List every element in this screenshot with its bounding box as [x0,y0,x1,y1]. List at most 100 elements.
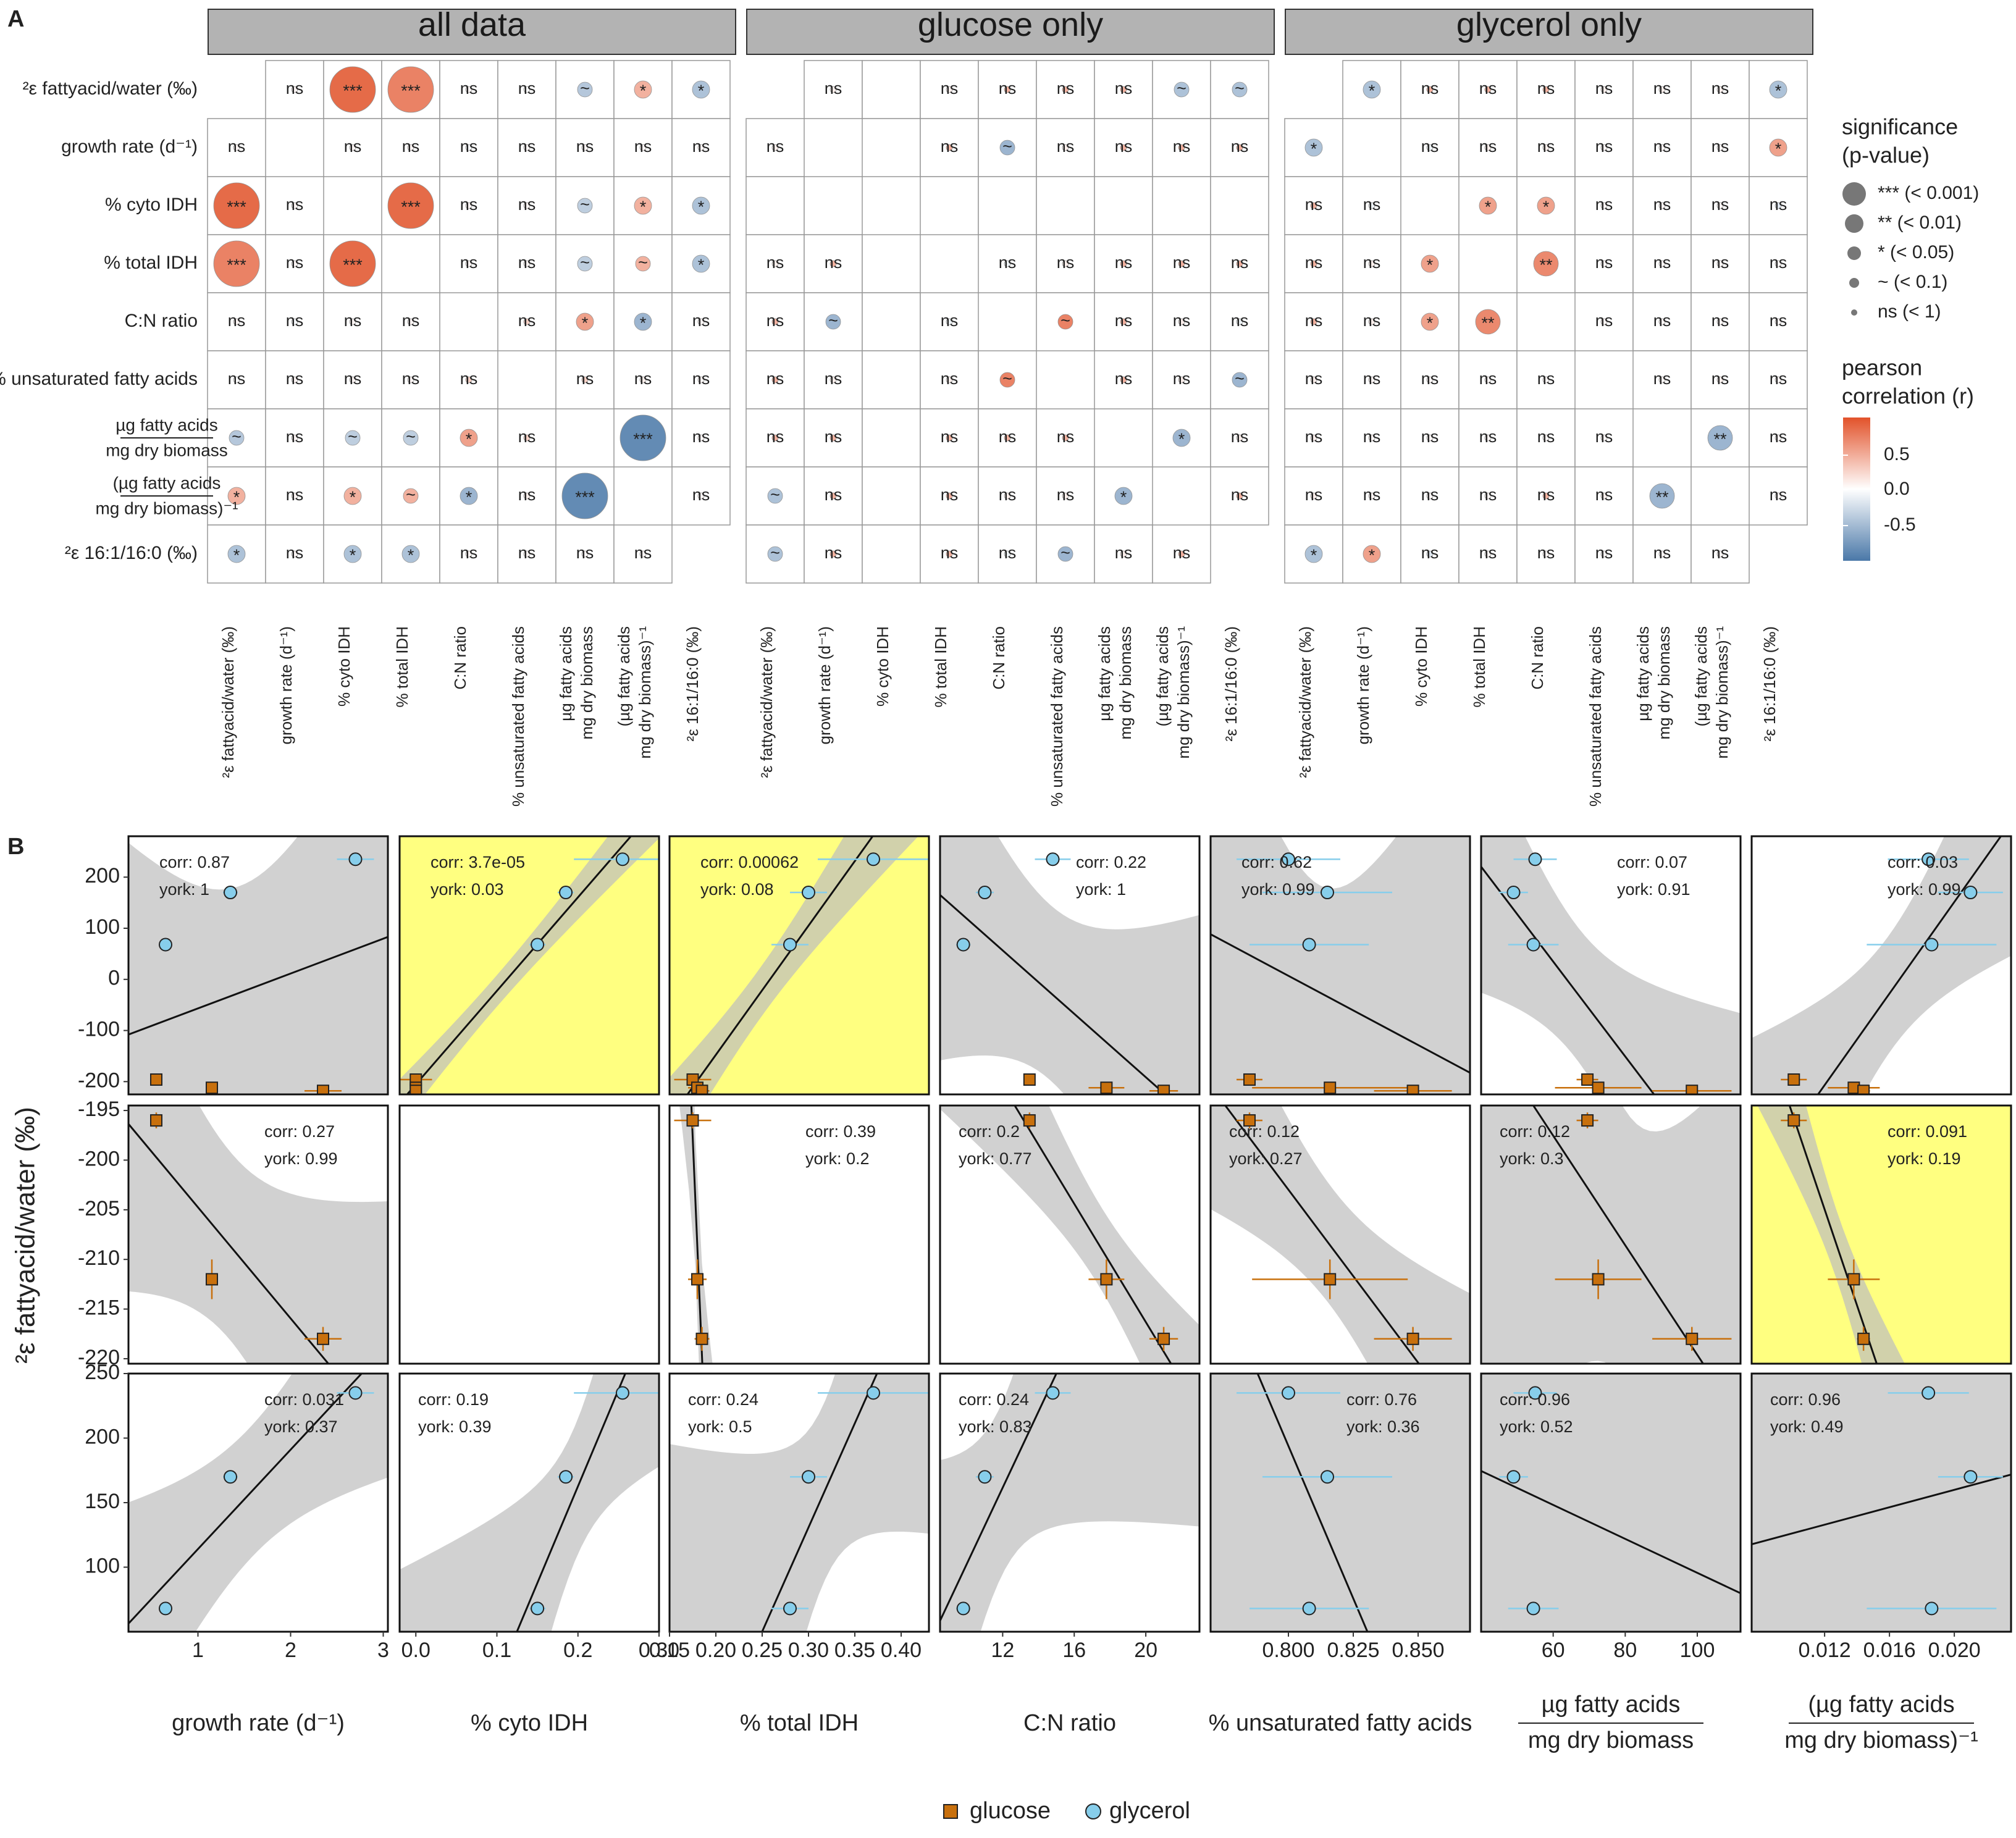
significance-mark: * [640,314,647,332]
significance-mark: *** [401,198,421,216]
corr-annotation: corr: 0.27 [264,1122,335,1141]
y-tick-label: -220 [78,1346,120,1369]
correlation-dot [1769,138,1787,157]
significance-mark: ns [1115,543,1133,562]
corr-annotation: corr: 0.87 [159,853,230,871]
panel-border [668,835,930,1096]
significance-mark: *** [343,256,363,274]
column-label: (µg fatty acids [615,626,633,726]
significance-mark: * [698,256,705,274]
column-label: (µg fatty acids [1692,626,1710,726]
significance-mark: ns [286,485,304,504]
scatter-panel: corr: 0.76 york: 0.36 0.800 0.825 0.850 % uns… [1209,1372,1472,1736]
panel-content [670,1374,929,1632]
facet-strip-glycerol-only: glycerol only [1285,8,1813,55]
correlation-dot [233,318,240,325]
correlation-dot [946,434,953,442]
correlation-dot [697,434,705,442]
column-label: ²ε fattyacid/water (‰) [757,626,776,778]
matrix-cell [497,408,556,468]
correlation-dot [1236,492,1243,500]
correlation-dot [771,318,779,325]
confidence-band [940,1106,1199,1364]
correlation-dot [639,144,647,151]
correlation-dot [329,240,376,287]
significance-title: (p-value) [1842,143,1930,168]
significance-mark: ns [1595,253,1613,272]
correlation-dot [771,434,779,442]
correlation-dot [1062,492,1069,500]
significance-mark: ns [1712,543,1729,562]
x-tick-label: 0.020 [1928,1639,1981,1662]
significance-mark: ns [518,485,536,504]
significance-mark: ns [999,427,1017,446]
panel-content [1211,1374,1470,1632]
significance-mark: ns [1363,369,1381,388]
glucose-point [206,1081,218,1094]
correlation-dot [1774,492,1782,500]
significance-mark: ns [1057,253,1075,272]
correlation-dot [329,66,376,113]
confidence-band [1752,836,2011,1094]
significance-mark: ns [1770,311,1787,330]
correlation-dot [465,202,472,209]
correlation-dot [830,550,837,558]
glycerol-point [1506,886,1521,900]
correlation-dot [233,376,240,384]
significance-mark: ns [1057,79,1075,98]
correlation-dot [999,372,1015,388]
confidence-band [1752,1374,2011,1632]
confidence-band [128,836,388,1094]
correlation-dot [1774,260,1782,267]
y-tick-label: 200 [85,1425,120,1448]
correlation-dot [692,254,710,273]
x-tick-label: 2 [285,1639,296,1662]
column-label: mg dry biomass [578,626,596,740]
correlation-dot [830,492,837,500]
corr-annotation: corr: 0.24 [688,1390,758,1409]
row-label: % unsaturated fatty acids [0,369,198,389]
correlation-dot [291,318,298,325]
glucose-point [686,1114,699,1127]
significance-mark: ns [1173,137,1191,156]
correlation-dot [1774,202,1782,209]
panel-b-label: B [7,834,25,860]
correlation-dot [1716,144,1724,151]
significance-mark: * [466,430,472,448]
significance-mark: ns [1537,543,1555,562]
x-tick-label: 12 [991,1639,1014,1662]
significance-mark: ns [634,137,652,156]
significance-mark: ns [518,427,536,446]
significance-mark: ns [999,253,1017,272]
correlation-dot [634,80,652,99]
york-annotation: york: 1 [159,880,209,899]
significance-mark: ns [825,427,842,446]
correlation-dot [581,376,589,384]
glucose-point [1592,1273,1605,1286]
york-annotation: york: 0.2 [805,1149,870,1168]
correlation-dot [1774,318,1782,325]
significance-legend-dot [1842,182,1866,206]
significance-legend-dot [1849,278,1859,288]
glycerol-point [224,1470,237,1484]
significance-mark: ns [1115,137,1133,156]
glycerol-point [1922,1386,1936,1400]
panel-content [1752,836,2011,1094]
x-tick-label: 16 [1062,1639,1086,1662]
y-tick-label: -200 [78,1068,120,1092]
correlation-dot [1774,376,1782,384]
scatter-panel: corr: 0.24 york: 0.83 12 16 20 C:N ratio [939,1372,1201,1736]
significance-mark: ns [1537,137,1555,156]
matrix-cell [978,176,1037,235]
correlation-dot [1600,434,1608,442]
significance-legend-dot [1845,214,1863,233]
x-tick-label: 0.800 [1262,1639,1314,1662]
correlation-dot [1774,434,1782,442]
significance-mark: ns [1305,369,1323,388]
significance-mark: ~ [1002,137,1012,156]
column-label: C:N ratio [451,626,469,690]
x-axis-label: C:N ratio [1023,1710,1116,1736]
matrix-cell [862,118,921,177]
significance-legend-label: ** (< 0.01) [1878,212,1962,233]
corr-annotation: corr: 0.76 [1346,1390,1417,1409]
